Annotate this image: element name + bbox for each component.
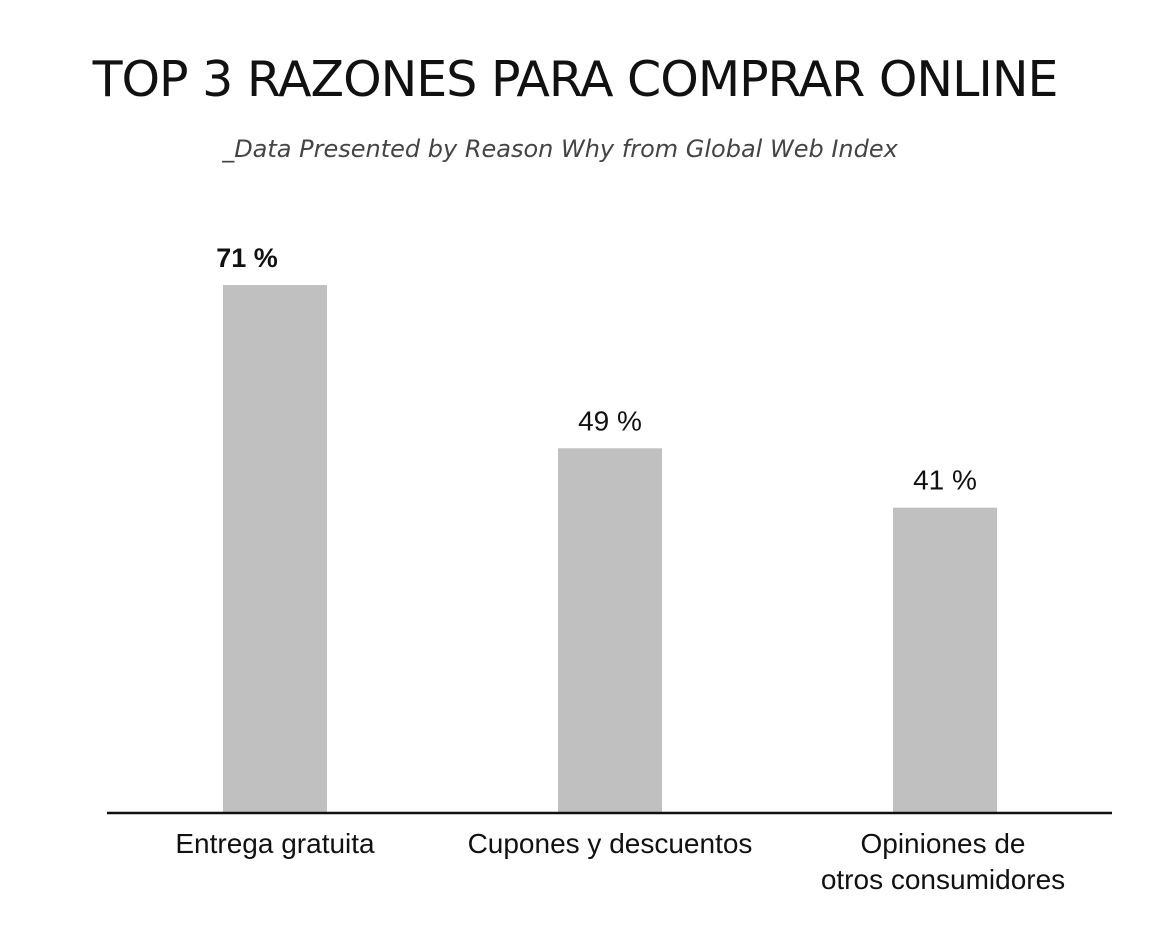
category-label-3: Opiniones de otros consumidores xyxy=(821,828,1065,895)
chart-subtitle: _Data Presented by Reason Why from Globa… xyxy=(222,135,898,163)
bar-1 xyxy=(223,285,327,812)
bar-2 xyxy=(558,448,662,812)
category-label-2: Cupones y descuentos xyxy=(468,828,753,859)
value-label-3: 41 % xyxy=(913,465,977,496)
chart-title: TOP 3 RAZONES PARA COMPRAR ONLINE xyxy=(92,51,1059,108)
bar-3 xyxy=(893,507,997,812)
value-label-2: 49 % xyxy=(578,405,642,436)
value-label-1: 71 % xyxy=(216,243,278,273)
category-label-1: Entrega gratuita xyxy=(175,828,375,859)
